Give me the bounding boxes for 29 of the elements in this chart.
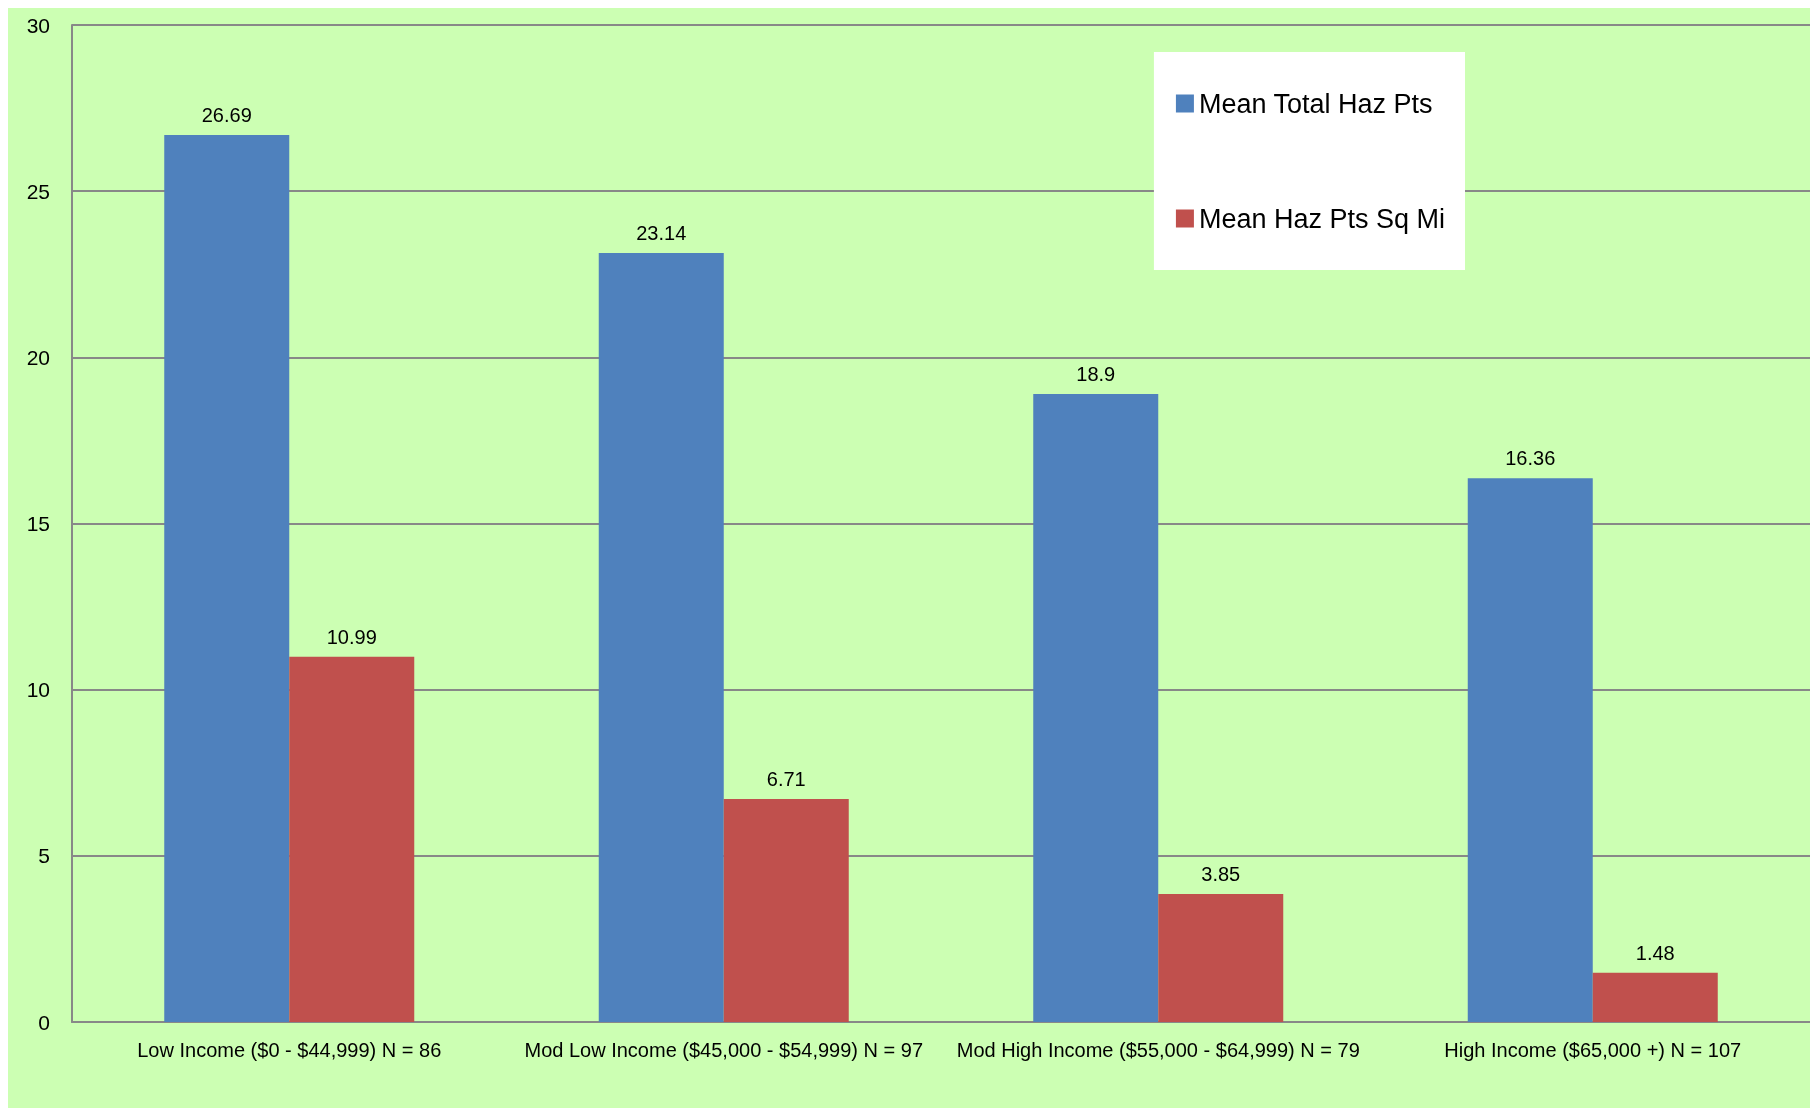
- bar: [1158, 894, 1284, 1022]
- legend-label: Mean Total Haz Pts: [1198, 88, 1433, 119]
- x-tick-label: High Income ($65,000 +) N = 107: [1444, 1039, 1742, 1061]
- data-label: 1.48: [1635, 941, 1675, 964]
- y-tick-label: 10: [26, 678, 50, 702]
- bar: [1592, 972, 1718, 1022]
- y-tick-label: 0: [38, 1010, 50, 1034]
- bar: [598, 252, 724, 1022]
- y-tick-label: 30: [26, 13, 50, 37]
- bar: [723, 799, 849, 1022]
- data-label: 26.69: [201, 104, 252, 126]
- y-tick-label: 20: [26, 345, 50, 369]
- x-tick-label: Mod Low Income ($45,000 - $54,999) N = 97: [524, 1039, 924, 1061]
- bar: [289, 656, 415, 1022]
- x-tick-label: Low Income ($0 - $44,999) N = 86: [137, 1039, 442, 1061]
- data-label: 10.99: [326, 625, 377, 648]
- data-label: 18.9: [1076, 362, 1116, 385]
- y-tick-label: 5: [38, 844, 50, 868]
- bar: [1467, 478, 1593, 1022]
- data-label: 6.71: [766, 768, 806, 790]
- y-tick-label: 15: [26, 512, 50, 535]
- data-label: 23.14: [636, 221, 687, 244]
- data-label: 3.85: [1201, 863, 1241, 886]
- x-tick-label: Mod High Income ($55,000 - $64,999) N = 79: [956, 1039, 1360, 1061]
- bar: [164, 135, 290, 1022]
- y-tick-label: 25: [26, 179, 50, 203]
- data-label: 16.36: [1505, 447, 1556, 470]
- bar: [1033, 393, 1159, 1022]
- legend-label: Mean Haz Pts Sq Mi: [1198, 203, 1446, 234]
